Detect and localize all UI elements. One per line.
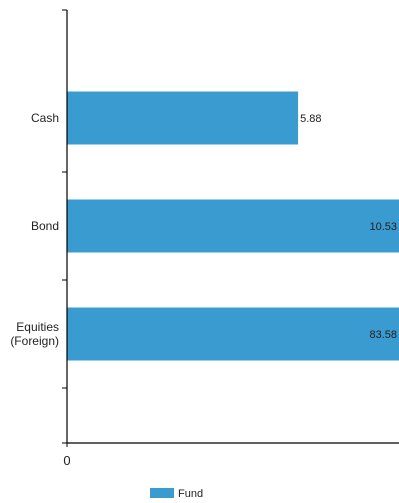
data-label: 10.53 xyxy=(369,221,397,233)
data-labels: 5.88 10.53 83.58 xyxy=(300,113,397,341)
bar xyxy=(67,91,299,145)
data-label: 83.58 xyxy=(369,329,397,341)
legend-label: Fund xyxy=(178,488,203,500)
category-label: Equities (Foreign) xyxy=(10,320,59,348)
legend-swatch xyxy=(150,488,174,498)
legend: Fund xyxy=(150,488,203,500)
bar xyxy=(67,199,399,253)
category-label: Cash xyxy=(31,111,59,125)
x-axis-ticks: 01020304050607080 xyxy=(63,443,71,468)
data-label: 5.88 xyxy=(300,113,321,125)
x-tick-label: 0 xyxy=(63,453,70,468)
category-label: Bond xyxy=(31,219,59,233)
axes xyxy=(62,9,399,444)
bars xyxy=(67,91,399,361)
y-axis-categories: Cash Bond Equities (Foreign) xyxy=(10,111,59,348)
bar xyxy=(67,307,399,361)
